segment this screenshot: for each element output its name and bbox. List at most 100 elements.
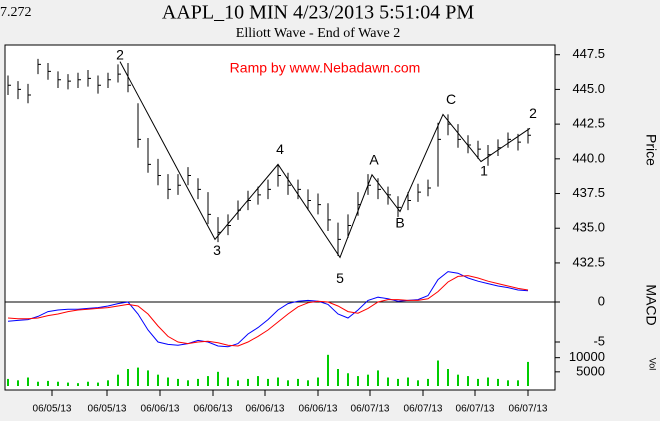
price-bar (57, 71, 61, 89)
volume-bar (377, 370, 379, 386)
price-bar (7, 75, 11, 95)
price-bar (147, 138, 151, 173)
volume-bar (247, 378, 249, 386)
volume-bar (427, 378, 429, 386)
chart-title: AAPL_10 MIN 4/23/2013 5:51:04 PM (162, 2, 474, 24)
volume-bar (257, 376, 259, 386)
price-bar (37, 58, 41, 75)
volume-bar (77, 383, 79, 386)
volume-bar (497, 378, 499, 386)
price-bar (397, 196, 401, 218)
y-axis-label: Price (643, 134, 659, 166)
volume-bar (117, 374, 119, 386)
volume-bar (57, 381, 59, 386)
macd-line (7, 275, 529, 347)
price-bar (47, 63, 51, 80)
volume-bar (477, 378, 479, 386)
volume-bar (7, 378, 9, 386)
price-bar (467, 135, 471, 154)
wave-label: 2 (116, 46, 124, 62)
volume-bar (297, 378, 299, 386)
price-bar (287, 172, 291, 195)
corner-text: 7.272 (0, 5, 32, 20)
volume-bar (137, 367, 139, 386)
volume-bar (507, 380, 509, 386)
volume-bar (207, 376, 209, 386)
wave-label: 5 (336, 270, 344, 286)
volume-bar (517, 380, 519, 386)
price-bar (407, 192, 411, 211)
price-bar (477, 140, 481, 159)
price-bar (337, 222, 341, 256)
y-tick-label: 10000 (569, 349, 605, 364)
price-bar (497, 139, 501, 157)
volume-bar (17, 380, 19, 386)
volume-bar (277, 377, 279, 386)
price-bar (77, 72, 81, 89)
y-tick-label: 440.0 (572, 150, 605, 165)
macd-axis-label: MACD (643, 284, 659, 325)
price-bar (437, 122, 441, 187)
y-tick-label: 437.5 (572, 185, 605, 200)
volume-bar (177, 378, 179, 386)
y-tick-label: 5000 (576, 363, 605, 378)
plot-area (4, 44, 556, 391)
price-bar (317, 193, 321, 215)
volume-bar (467, 376, 469, 386)
price-bar (427, 179, 431, 197)
volume-bar (67, 382, 69, 386)
x-tick-label: 06/07/13 (509, 404, 548, 415)
volume-bar (87, 381, 89, 386)
volume-bar (307, 380, 309, 386)
price-bar (327, 203, 331, 232)
volume-axis-label: Vol (648, 358, 658, 371)
volume-bar (457, 374, 459, 386)
price-bar (227, 214, 231, 236)
volume-bar (527, 361, 529, 386)
x-tick-label: 06/06/13 (141, 404, 180, 415)
chart-subtitle: Elliott Wave - End of Wave 2 (236, 26, 400, 41)
volume-bar (237, 380, 239, 386)
volume-bar (417, 380, 419, 386)
price-bar (27, 83, 31, 104)
volume-bar (487, 377, 489, 386)
y-tick-label: 435.0 (572, 220, 605, 235)
price-bar (17, 81, 21, 100)
price-bar (137, 103, 141, 148)
volume-bar (437, 360, 439, 386)
price-bar (167, 174, 171, 200)
price-bar (117, 64, 121, 83)
volume-bar (317, 377, 319, 386)
price-bar (207, 192, 211, 225)
volume-bar (47, 380, 49, 386)
price-bar (257, 186, 261, 205)
volume-bar (397, 378, 399, 386)
price-bar (297, 179, 301, 200)
price-bar (87, 69, 91, 87)
macd-line (7, 271, 529, 348)
volume-bar (27, 377, 29, 386)
y-tick-label: 432.5 (572, 254, 605, 269)
price-bar (377, 178, 381, 200)
y-tick-label: 442.5 (572, 116, 605, 131)
volume-bar (187, 380, 189, 386)
wave-label: B (395, 214, 404, 230)
y-tick-label: 0 (598, 293, 605, 308)
price-bar (107, 72, 111, 89)
volume-bar (107, 380, 109, 386)
volume-bar (147, 370, 149, 386)
volume-bar (167, 377, 169, 386)
price-bar (417, 183, 421, 202)
price-bar (267, 179, 271, 200)
x-tick-label: 06/06/13 (246, 404, 285, 415)
price-bar (507, 132, 511, 148)
x-tick-label: 06/06/13 (194, 404, 233, 415)
x-tick-label: 06/07/13 (351, 404, 390, 415)
price-bar (187, 167, 191, 186)
volume-bar (97, 382, 99, 386)
wave-line (119, 61, 531, 259)
price-bar (197, 178, 201, 200)
wave-label: 4 (276, 141, 284, 157)
volume-bar (287, 380, 289, 386)
